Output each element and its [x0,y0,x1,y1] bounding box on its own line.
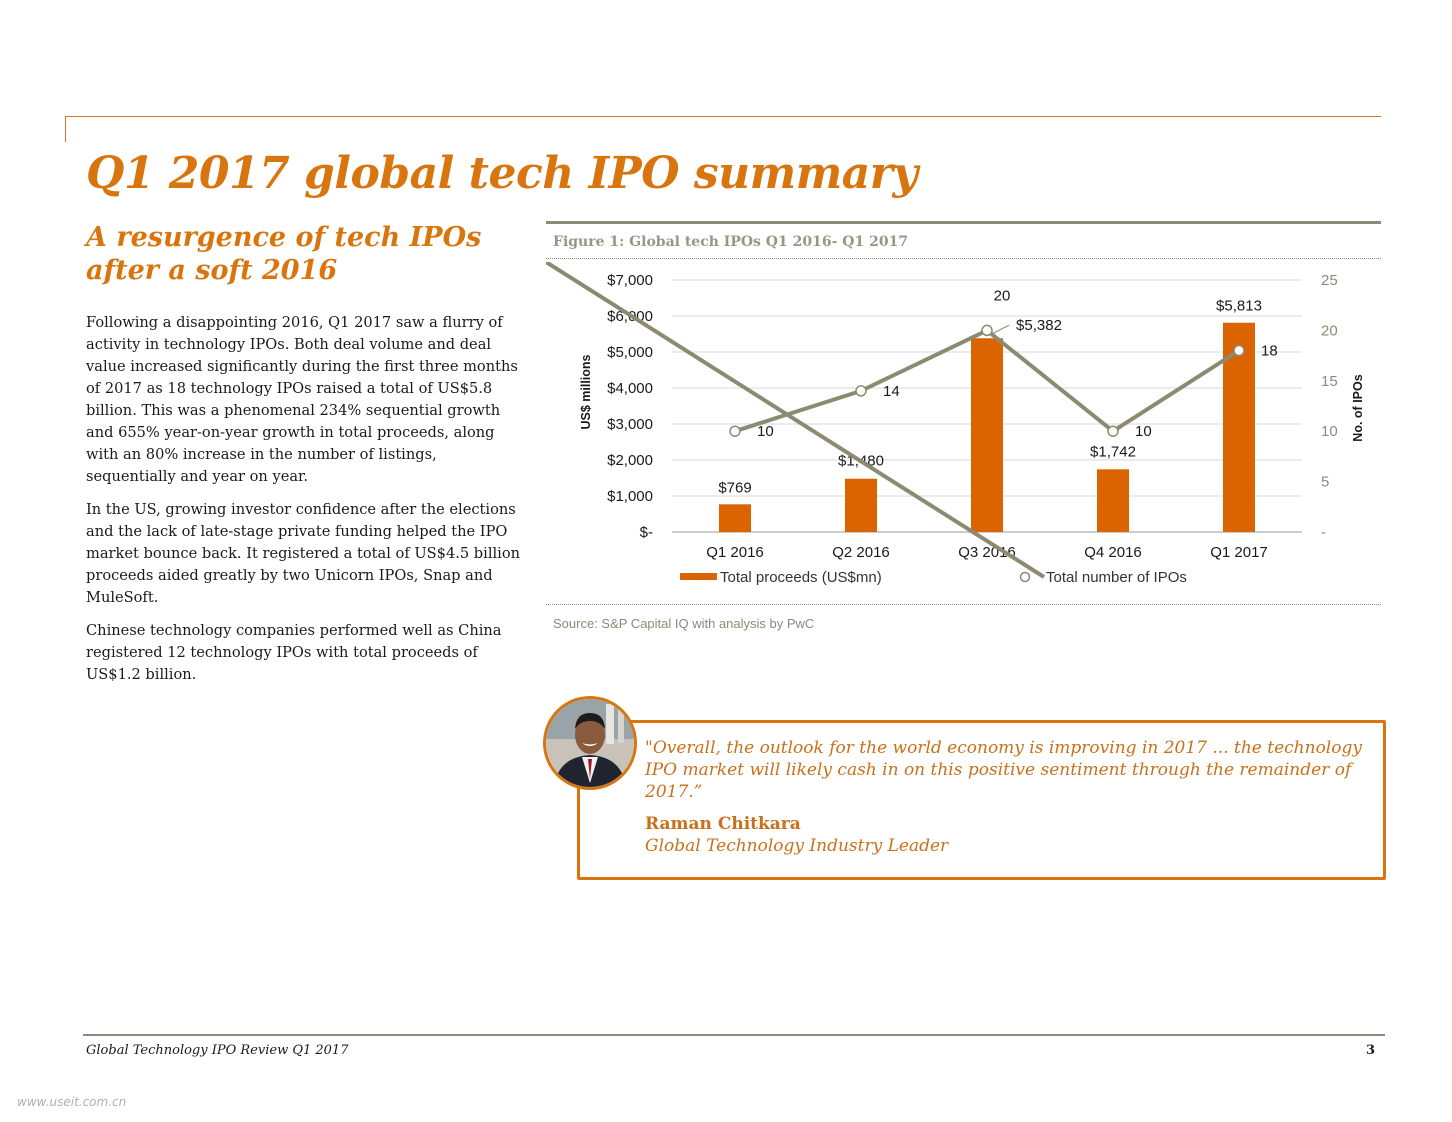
line-data-label: 10 [757,423,774,440]
x-tick-label: Q1 2016 [706,544,764,561]
y-tick-label: $2,000 [607,452,653,469]
y2-tick-label: 15 [1321,373,1338,390]
page-subtitle: A resurgence of tech IPOs after a soft 2… [86,222,482,286]
y-tick-label: $- [640,524,653,541]
bar-data-label: $1,742 [1090,443,1136,460]
paragraph-3: Chinese technology companies performed w… [86,622,502,683]
y-tick-label: $3,000 [607,416,653,433]
page-number: 3 [1366,1043,1376,1058]
body-text: Following a disappointing 2016, Q1 2017 … [86,312,526,697]
bar-data-label: $5,382 [1016,317,1062,334]
y-tick-label: $1,000 [607,488,653,505]
chart-legend: Total proceeds (US$mn) Total number of I… [546,262,1187,586]
line-point [981,324,993,337]
bar [845,478,877,532]
chart-y2label: No. of IPOs [1351,374,1365,441]
line-point [729,425,741,437]
watermark: www.useit.com.cn [17,1095,127,1109]
line-point [1107,425,1119,437]
x-tick-label: Q4 2016 [1084,544,1142,561]
figure-dotted-rule-bottom [546,604,1381,605]
y-tick-label: $5,000 [607,344,653,361]
chart-y2-tick-labels: - 5 10 15 20 25 [1321,272,1338,541]
y2-tick-label: 5 [1321,474,1329,491]
bar [1097,469,1129,532]
y2-tick-label: 25 [1321,272,1338,289]
chart-line [729,324,1245,437]
y2-tick-label: - [1321,524,1326,541]
x-tick-label: Q1 2017 [1210,544,1268,561]
chart-ylabel: US$ millions [579,354,593,429]
quote-text: "Overall, the outlook for the world econ… [645,738,1362,802]
bar [719,504,751,532]
legend-line-label: Total number of IPOs [1046,569,1187,586]
legend-bar-swatch [680,573,717,580]
quote-box [577,720,1386,880]
y2-tick-label: 20 [1321,322,1338,339]
bar-data-label: $769 [718,479,751,496]
ipo-chart: $-$1,000$2,000$3,000$4,000$5,000$6,000$7… [546,262,1365,586]
y-tick-label: $7,000 [607,272,653,289]
person-portrait-icon [546,699,634,787]
figure-top-rule [546,221,1381,224]
legend-bar-label: Total proceeds (US$mn) [720,569,882,586]
legend-line-swatch [546,262,1046,579]
chart-x-tick-labels: Q1 2016 Q2 2016 Q3 2016 Q4 2016 Q1 2017 [706,544,1268,561]
paragraph-1: Following a disappointing 2016, Q1 2017 … [86,314,518,485]
line-data-label: 20 [994,287,1011,304]
quote-author-name: Raman Chitkara [645,814,801,834]
line-data-label: 18 [1261,343,1278,360]
header-rule-tick [65,116,66,142]
y2-tick-label: 10 [1321,423,1338,440]
label-leader-line [990,324,1010,335]
chart-bars [719,322,1255,532]
bar [971,338,1003,532]
y-tick-label: $4,000 [607,380,653,397]
legend-line-marker [1019,571,1031,583]
paragraph-2: In the US, growing investor confidence a… [86,501,521,606]
page-title: Q1 2017 global tech IPO summary [86,148,918,199]
line-data-label: 14 [883,383,900,400]
quote-author-role: Global Technology Industry Leader [645,836,949,856]
line-point [855,385,867,397]
chart-y-tick-labels: $-$1,000$2,000$3,000$4,000$5,000$6,000$7… [607,272,653,541]
header-rule [65,116,1381,117]
footer-rule [83,1034,1385,1036]
avatar [543,696,637,790]
figure-source: Source: S&P Capital IQ with analysis by … [553,616,815,631]
line-data-label: 10 [1135,423,1152,440]
line-point [1233,344,1245,357]
figure-dotted-rule-top [546,258,1381,259]
bar-data-label: $5,813 [1216,298,1262,315]
footer-title: Global Technology IPO Review Q1 2017 [86,1043,349,1058]
x-tick-label: Q2 2016 [832,544,890,561]
figure-title: Figure 1: Global tech IPOs Q1 2016- Q1 2… [553,234,909,250]
